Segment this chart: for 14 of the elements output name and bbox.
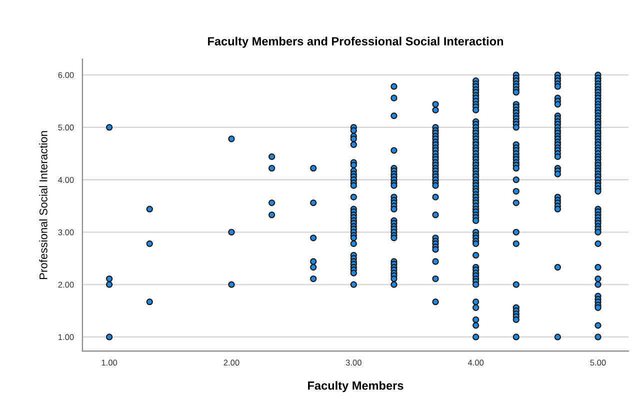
y-tick-label: 6.00	[58, 72, 74, 78]
x-tick-label: 5.00	[590, 360, 606, 366]
x-tick-label: 4.00	[468, 360, 484, 366]
y-tick-label: 1.00	[58, 334, 74, 340]
x-axis-title: Faculty Members	[308, 381, 404, 392]
y-tick-label: 5.00	[58, 124, 74, 130]
y-tick-label: 4.00	[58, 176, 74, 183]
chart-title: Faculty Members and Professional Social Interaction	[208, 36, 504, 48]
y-tick-label: 3.00	[58, 229, 74, 236]
x-tick-label: 3.00	[346, 360, 362, 366]
y-tick-label: 2.00	[58, 282, 74, 288]
y-axis-title: Professional Social Interaction	[39, 131, 48, 279]
x-tick-label: 1.00	[102, 360, 118, 366]
x-tick-label: 2.00	[224, 360, 240, 366]
